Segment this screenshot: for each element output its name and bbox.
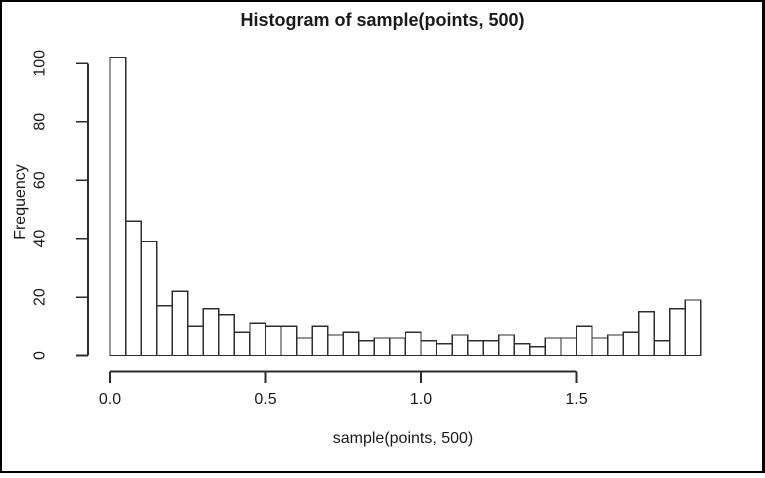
- histogram-bar: [249, 322, 267, 357]
- x-axis-label: sample(points, 500): [332, 430, 474, 447]
- histogram-bar: [466, 340, 484, 357]
- x-tick-label: 0.0: [99, 391, 121, 408]
- histogram-bar: [280, 325, 298, 357]
- y-tick-label: 100: [32, 50, 49, 77]
- histogram-bar: [233, 331, 251, 357]
- window-border-top: [0, 0, 765, 2]
- y-tick-label: 40: [32, 230, 49, 248]
- x-tick-label: 0.5: [254, 391, 276, 408]
- histogram-bar: [544, 337, 562, 357]
- histogram-bar: [482, 340, 500, 357]
- y-tick-label: 0: [32, 351, 49, 360]
- histogram-bar: [529, 346, 547, 357]
- histogram-bar: [498, 334, 516, 357]
- histogram-bar: [684, 299, 702, 357]
- histogram-bar: [218, 313, 236, 357]
- histogram-bar: [638, 310, 655, 357]
- histogram-bar: [295, 337, 313, 357]
- histogram-bar: [202, 308, 220, 357]
- histogram-bar: [373, 337, 391, 357]
- chart-title: Histogram of sample(points, 500): [240, 10, 525, 30]
- histogram-bar: [404, 331, 422, 357]
- histogram-bar: [435, 343, 453, 357]
- window-border-left: [0, 0, 2, 472]
- y-tick-label: 60: [32, 171, 49, 189]
- histogram-bar: [155, 305, 173, 357]
- y-tick-label: 80: [32, 113, 49, 131]
- histogram-bar: [140, 240, 158, 357]
- window-border-bottom: [0, 471, 765, 473]
- histogram-bar: [575, 325, 593, 357]
- x-tick-label: 1.5: [565, 391, 587, 408]
- histogram-bar: [420, 340, 438, 357]
- histogram-bar: [264, 325, 282, 357]
- histogram-bar: [451, 334, 469, 357]
- histogram-bar: [171, 290, 189, 357]
- x-tick-label: 1.0: [410, 391, 432, 408]
- histogram-bar: [124, 220, 142, 357]
- histogram-bar: [342, 331, 360, 357]
- histogram-bar: [513, 343, 531, 357]
- histogram-bar: [389, 337, 407, 357]
- histogram-bar: [653, 340, 671, 357]
- histogram-bar: [327, 334, 344, 357]
- histogram-bar: [560, 337, 578, 357]
- histogram-bar: [591, 337, 609, 357]
- y-tick-label: 20: [32, 288, 49, 306]
- histogram-bar: [358, 340, 376, 357]
- histogram-bar: [311, 325, 329, 357]
- histogram-bar: [109, 56, 127, 357]
- histogram-bar: [622, 331, 640, 357]
- histogram-bar: [187, 325, 205, 357]
- histogram-bar: [669, 308, 687, 357]
- window-border-right: [762, 0, 765, 472]
- histogram-bar: [606, 334, 624, 357]
